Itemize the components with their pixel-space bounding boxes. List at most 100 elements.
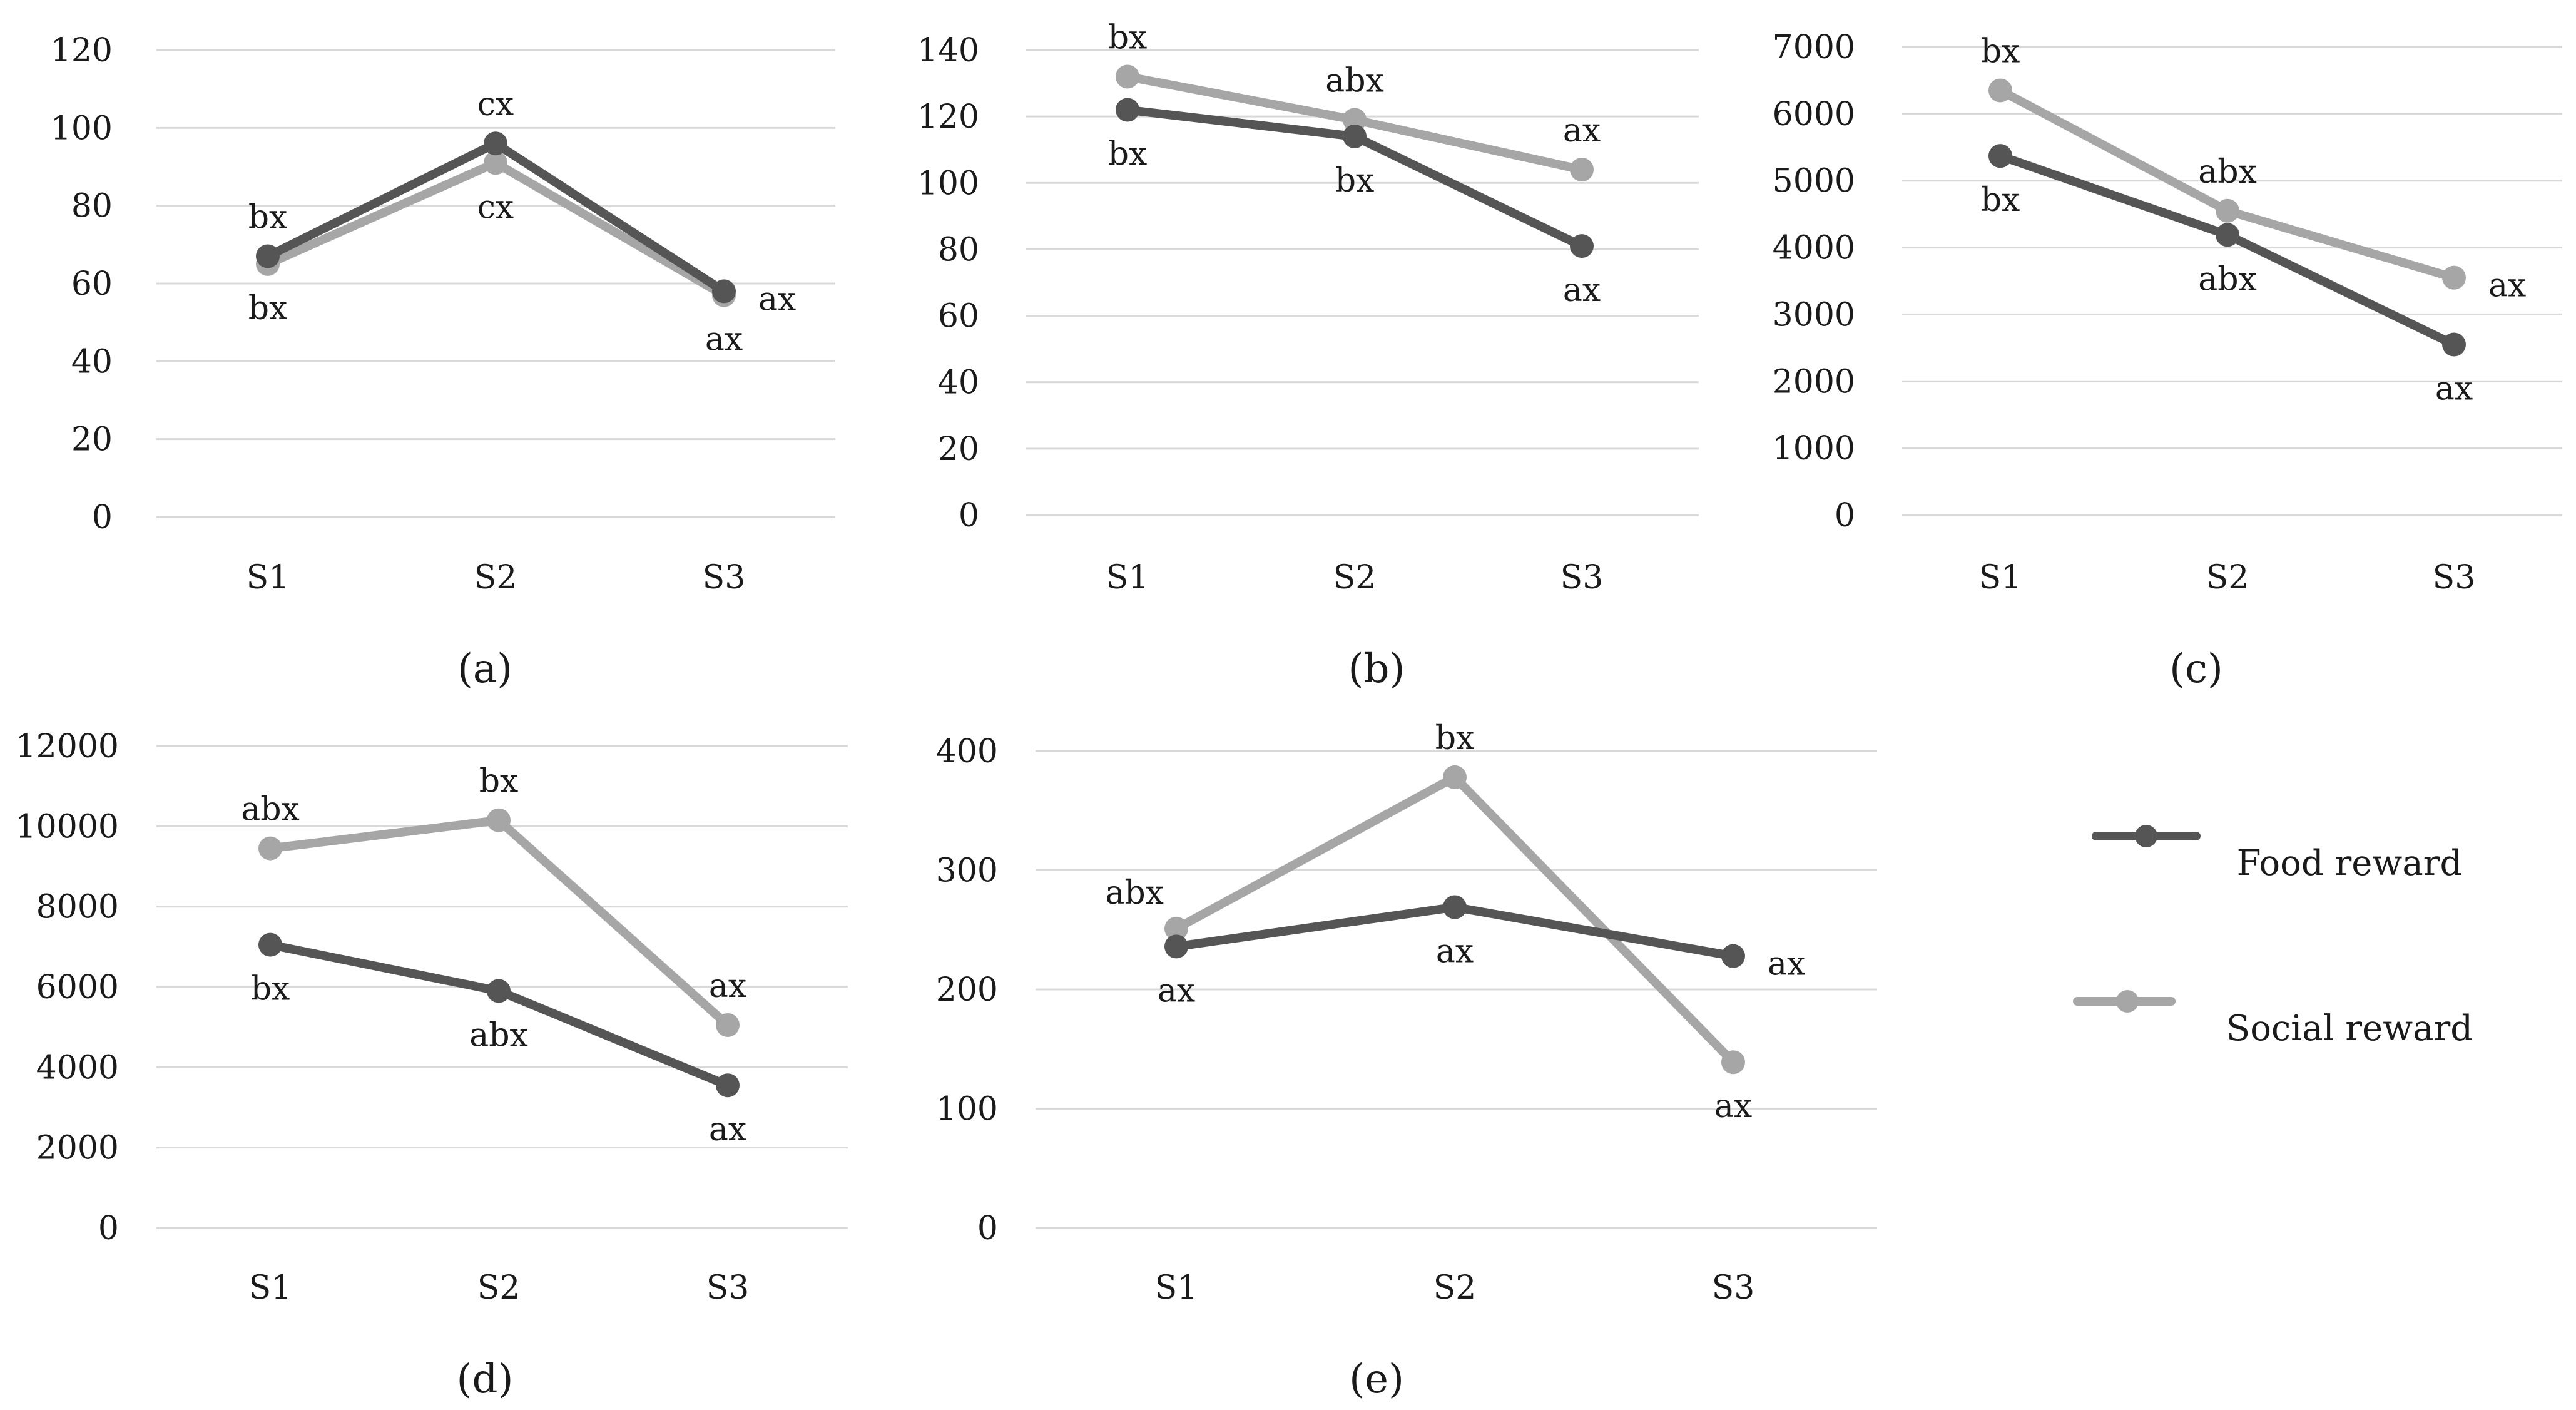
data-point bbox=[712, 279, 736, 304]
data-point bbox=[1443, 765, 1467, 789]
y-tick-label: 20 bbox=[71, 421, 113, 459]
x-tick-label: S1 bbox=[1155, 1269, 1198, 1307]
data-point bbox=[1443, 895, 1467, 919]
panel-caption: (d) bbox=[457, 1356, 514, 1402]
x-tick-label: S3 bbox=[1712, 1269, 1755, 1307]
x-tick-label: S2 bbox=[1333, 559, 1377, 596]
data-label: bx bbox=[1435, 720, 1475, 757]
y-tick-label: 400 bbox=[936, 733, 998, 770]
y-tick-label: 6000 bbox=[1773, 96, 1855, 133]
y-tick-label: 60 bbox=[71, 265, 113, 303]
y-tick-label: 20 bbox=[938, 431, 979, 468]
legend: Food reward Social reward bbox=[2073, 825, 2473, 1049]
series-line-social bbox=[263, 158, 728, 300]
data-label: bx bbox=[1981, 181, 2020, 219]
y-tick-label: 80 bbox=[71, 188, 113, 225]
y-tick-label: 0 bbox=[92, 499, 113, 536]
x-tick-label: S1 bbox=[1106, 559, 1149, 596]
y-tick-label: 40 bbox=[938, 364, 979, 402]
legend-social-marker bbox=[2116, 990, 2139, 1013]
data-label: ax bbox=[709, 968, 746, 1005]
x-tick-label: S2 bbox=[474, 559, 517, 596]
data-point bbox=[1116, 64, 1139, 89]
data-label: abx bbox=[1325, 62, 1384, 100]
data-label: bx bbox=[248, 198, 288, 236]
data-label: ax bbox=[705, 321, 743, 359]
x-tick-label: S3 bbox=[706, 1269, 750, 1307]
y-tick-label: 2000 bbox=[1773, 363, 1855, 401]
data-label: bx bbox=[1981, 33, 2020, 70]
data-point bbox=[484, 151, 507, 175]
chart-panel-3: 0 1000 2000 3000 4000 5000 6000 7000 S1 S2 S3 bx abx… bbox=[1773, 29, 2562, 692]
x-tick-label: S2 bbox=[2206, 559, 2249, 596]
y-tick-label: 40 bbox=[71, 343, 113, 381]
data-point bbox=[487, 979, 511, 1003]
data-point bbox=[1721, 1050, 1745, 1075]
series-line-social bbox=[1172, 772, 1738, 1067]
data-label: abx bbox=[241, 791, 300, 829]
legend-food-marker bbox=[2135, 825, 2157, 847]
chart-panel-1: 0 20 40 60 80 100 120 S1 S2 S3 bx cx ax bx cx ax (a) bbox=[51, 32, 835, 692]
data-label: bx bbox=[251, 971, 290, 1008]
data-point bbox=[2442, 332, 2466, 357]
y-tick-label: 100 bbox=[936, 1091, 998, 1128]
data-point bbox=[1116, 98, 1139, 122]
data-point bbox=[1721, 944, 1745, 968]
charts-group: 0 20 40 60 80 100 120 S1 S2 S3 bx cx ax bx cx ax (a) 0 20 4… bbox=[16, 19, 2562, 1402]
data-point bbox=[487, 808, 511, 832]
data-label: ax bbox=[709, 1111, 746, 1148]
data-point bbox=[2442, 265, 2466, 290]
x-tick-label: S1 bbox=[1979, 559, 2022, 596]
y-tick-label: 60 bbox=[938, 298, 979, 335]
legend-food-label: Food reward bbox=[2237, 843, 2463, 884]
data-label: bx bbox=[1335, 162, 1375, 200]
data-label: cx bbox=[477, 188, 514, 226]
y-tick-label: 0 bbox=[98, 1210, 119, 1247]
y-tick-label: 3000 bbox=[1773, 296, 1855, 334]
data-label: abx bbox=[2198, 153, 2257, 191]
data-label: bx bbox=[479, 763, 519, 800]
y-tick-label: 100 bbox=[51, 110, 113, 147]
y-tick-label: 200 bbox=[936, 971, 998, 1009]
panel-caption: (e) bbox=[1349, 1356, 1404, 1402]
data-point bbox=[716, 1013, 740, 1037]
x-tick-label: S1 bbox=[247, 559, 290, 596]
y-tick-label: 5000 bbox=[1773, 163, 1855, 200]
y-tick-label: 80 bbox=[938, 231, 979, 268]
y-tick-label: 2000 bbox=[36, 1130, 119, 1167]
data-point bbox=[1343, 108, 1367, 132]
data-label: ax bbox=[1563, 272, 1601, 309]
y-tick-label: 120 bbox=[51, 32, 113, 69]
data-point bbox=[2216, 223, 2239, 247]
panel-caption: (a) bbox=[457, 646, 512, 692]
x-tick-label: S3 bbox=[703, 559, 746, 596]
y-tick-label: 1000 bbox=[1773, 430, 1855, 467]
data-label: cx bbox=[477, 86, 514, 123]
data-label: ax bbox=[1436, 933, 1474, 971]
panel-caption: (b) bbox=[1348, 646, 1405, 692]
y-tick-label: 100 bbox=[917, 165, 979, 202]
data-point bbox=[258, 932, 282, 957]
data-label: bx bbox=[1108, 136, 1148, 173]
data-label: ax bbox=[2488, 267, 2526, 305]
data-label: ax bbox=[1158, 972, 1195, 1009]
y-tick-label: 12000 bbox=[16, 728, 119, 765]
data-point bbox=[1343, 124, 1367, 148]
data-label: ax bbox=[758, 280, 796, 318]
y-tick-label: 140 bbox=[917, 32, 979, 69]
data-label: abx bbox=[1105, 874, 1164, 912]
data-label: ax bbox=[1768, 946, 1805, 983]
x-tick-label: S1 bbox=[249, 1269, 292, 1307]
x-tick-label: S2 bbox=[1433, 1269, 1477, 1307]
data-label: ax bbox=[2435, 370, 2473, 408]
y-tick-label: 0 bbox=[977, 1210, 998, 1247]
data-label: abx bbox=[2198, 260, 2257, 298]
y-tick-label: 0 bbox=[959, 497, 979, 534]
chart-panel-2: 0 20 40 60 80 100 120 140 S1 S2 S3 bx bx ax bx abx ax (b) bbox=[917, 19, 1699, 692]
y-tick-label: 10000 bbox=[16, 808, 119, 845]
panel-caption: (c) bbox=[2169, 646, 2223, 692]
data-label: abx bbox=[469, 1016, 528, 1054]
x-tick-label: S2 bbox=[477, 1269, 521, 1307]
data-point bbox=[2216, 198, 2239, 223]
data-point bbox=[1570, 234, 1594, 258]
